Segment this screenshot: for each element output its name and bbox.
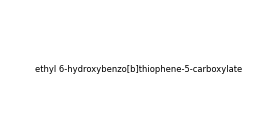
Text: ethyl 6-hydroxybenzo[b]thiophene-5-carboxylate: ethyl 6-hydroxybenzo[b]thiophene-5-carbo…: [35, 64, 242, 74]
